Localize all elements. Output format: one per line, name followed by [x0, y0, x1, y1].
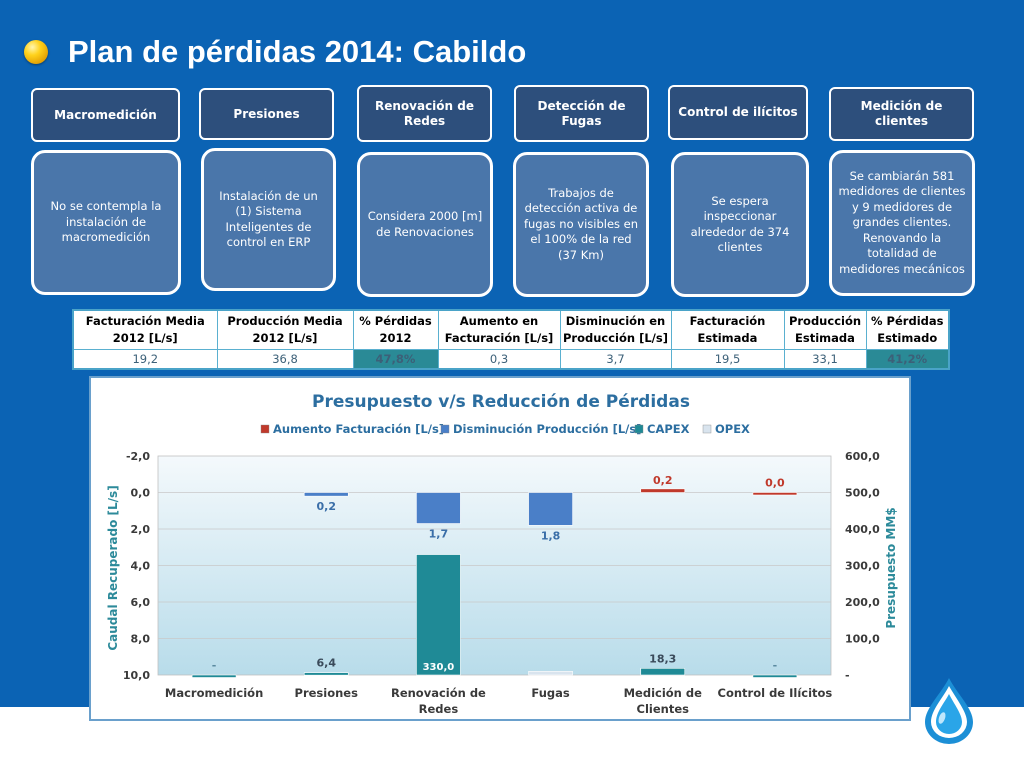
table-header-cell: Aumento en Facturación [L/s] [437, 309, 561, 350]
x-tick-label: Control de Ilícitos [718, 686, 833, 700]
table-header-row: Facturación Media 2012 [L/s] Producción … [72, 309, 950, 350]
bar-data-label: 0,2 [653, 474, 673, 487]
legend-entry: OPEX [715, 422, 750, 436]
bar [640, 488, 686, 493]
y-right-axis-label: Presupuesto MM$ [884, 507, 898, 628]
category-desc-medicion: Se cambiarán 581 medidores de clientes y… [829, 150, 975, 296]
bar [752, 674, 798, 678]
y-left-tick-label: 8,0 [131, 633, 151, 646]
bar-data-label: - [773, 659, 778, 672]
bar [303, 492, 349, 497]
y-left-tick-label: 0,0 [131, 487, 151, 500]
table-cell: 3,7 [559, 349, 672, 370]
category-header-medicion: Medición de clientes [829, 87, 974, 141]
chart-legend: Aumento Facturación [L/s] Disminución Pro… [260, 422, 750, 436]
table-header-cell: % Pérdidas Estimado [865, 309, 950, 350]
x-tick-label: Medición de Clientes [624, 686, 702, 716]
bar [416, 554, 461, 676]
category-header-macromedicion: Macromedición [31, 88, 180, 142]
y-left-tick-label: 10,0 [123, 669, 150, 682]
summary-table: Facturación Media 2012 [L/s] Producción … [72, 309, 950, 370]
legend-swatch [634, 424, 644, 434]
table-header-cell: Facturación Media 2012 [L/s] [72, 309, 218, 350]
category-desc-fugas: Trabajos de detección activa de fugas no… [513, 152, 649, 297]
water-drop-logo-icon [925, 678, 973, 744]
table-header-cell: Disminución en Producción [L/s] [559, 309, 672, 350]
y-right-tick-label: 300,0 [845, 560, 880, 573]
table-cell-highlight: 47,8% [352, 349, 439, 370]
bar-data-label: - [212, 659, 217, 672]
table-header-cell: Producción Media 2012 [L/s] [216, 309, 354, 350]
category-header-ilicitos: Control de ilícitos [668, 85, 808, 140]
table-cell-highlight: 41,2% [865, 349, 950, 370]
bar [416, 492, 461, 524]
table-cell: 0,3 [437, 349, 561, 370]
y-left-tick-label: -2,0 [126, 450, 150, 463]
category-desc-macromedicion: No se contempla la instalación de macrom… [31, 150, 181, 295]
y-left-tick-label: 6,0 [131, 596, 151, 609]
chart-title: Presupuesto v/s Reducción de Pérdidas [312, 392, 690, 412]
category-desc-ilicitos: Se espera inspeccionar alrededor de 374 … [671, 152, 809, 297]
legend-swatch [260, 424, 270, 434]
bar [528, 492, 573, 526]
y-right-tick-label: 600,0 [845, 450, 880, 463]
table-cell: 19,5 [670, 349, 785, 370]
table-cell: 36,8 [216, 349, 354, 370]
chart-frame: Presupuesto v/s Reducción de Pérdidas Au… [89, 376, 911, 721]
y-right-tick-label: 400,0 [845, 523, 880, 536]
table-header-cell: Producción Estimada [783, 309, 867, 350]
bar-data-label: 0,2 [317, 500, 337, 513]
table-header-cell: Facturación Estimada [670, 309, 785, 350]
x-tick-label: Macromedición [165, 686, 263, 700]
legend-entry: Aumento Facturación [L/s] [273, 422, 444, 436]
bar [752, 492, 798, 496]
y-left-axis-label: Caudal Recuperado [L/s] [106, 485, 120, 650]
chart-svg: Presupuesto v/s Reducción de Pérdidas Au… [106, 392, 898, 716]
bar [528, 671, 573, 676]
category-desc-renovacion: Considera 2000 [m] de Renovaciones [357, 152, 493, 297]
legend-swatch [702, 424, 712, 434]
bullet-icon [24, 40, 48, 64]
category-header-fugas: Detección de Fugas [514, 85, 649, 142]
chart-grid [158, 492, 831, 639]
category-header-renovacion: Renovación de Redes [357, 85, 492, 142]
y-right-tick-label: 200,0 [845, 596, 880, 609]
y-right-tick-label: 100,0 [845, 633, 880, 646]
bar-data-label: 330,0 [423, 662, 455, 673]
bar [303, 672, 349, 676]
y-left-tick-label: 4,0 [131, 560, 151, 573]
y-right-tick-label: - [845, 669, 850, 682]
table-cell: 33,1 [783, 349, 867, 370]
table-cell: 19,2 [72, 349, 218, 370]
legend-swatch [440, 424, 450, 434]
bar-data-label: 0,0 [765, 477, 785, 490]
x-tick-label: Renovación de Redes [391, 686, 486, 716]
chart-ticks: -2,0 0,0 2,0 4,0 6,0 8,0 10,0 600,0 500,0 400,0 30… [123, 450, 880, 716]
chart-bars: 0,2 0,0 0,2 1,7 1,8 - 6,4 330,0 18,3 - [191, 474, 798, 678]
x-tick-label: Fugas [531, 686, 569, 700]
category-desc-presiones: Instalación de un (1) Sistema Inteligent… [201, 148, 336, 291]
table-header-cell: % Pérdidas 2012 [352, 309, 439, 350]
category-header-presiones: Presiones [199, 88, 334, 140]
slide-title: Plan de pérdidas 2014: Cabildo [68, 34, 527, 69]
bar [640, 668, 686, 676]
bar [191, 674, 237, 678]
bar-data-label: 1,8 [541, 529, 561, 542]
x-tick-label: Presiones [295, 686, 359, 700]
legend-entry: Disminución Producción [L/s] [453, 422, 641, 436]
y-left-tick-label: 2,0 [131, 523, 151, 536]
table-row: 19,2 36,8 47,8% 0,3 3,7 19,5 33,1 41,2% [72, 349, 950, 370]
bar-data-label: 18,3 [649, 652, 676, 665]
bar-data-label: 1,7 [429, 528, 449, 541]
legend-entry: CAPEX [647, 422, 690, 436]
bar-data-label: 6,4 [317, 657, 337, 670]
y-right-tick-label: 500,0 [845, 487, 880, 500]
